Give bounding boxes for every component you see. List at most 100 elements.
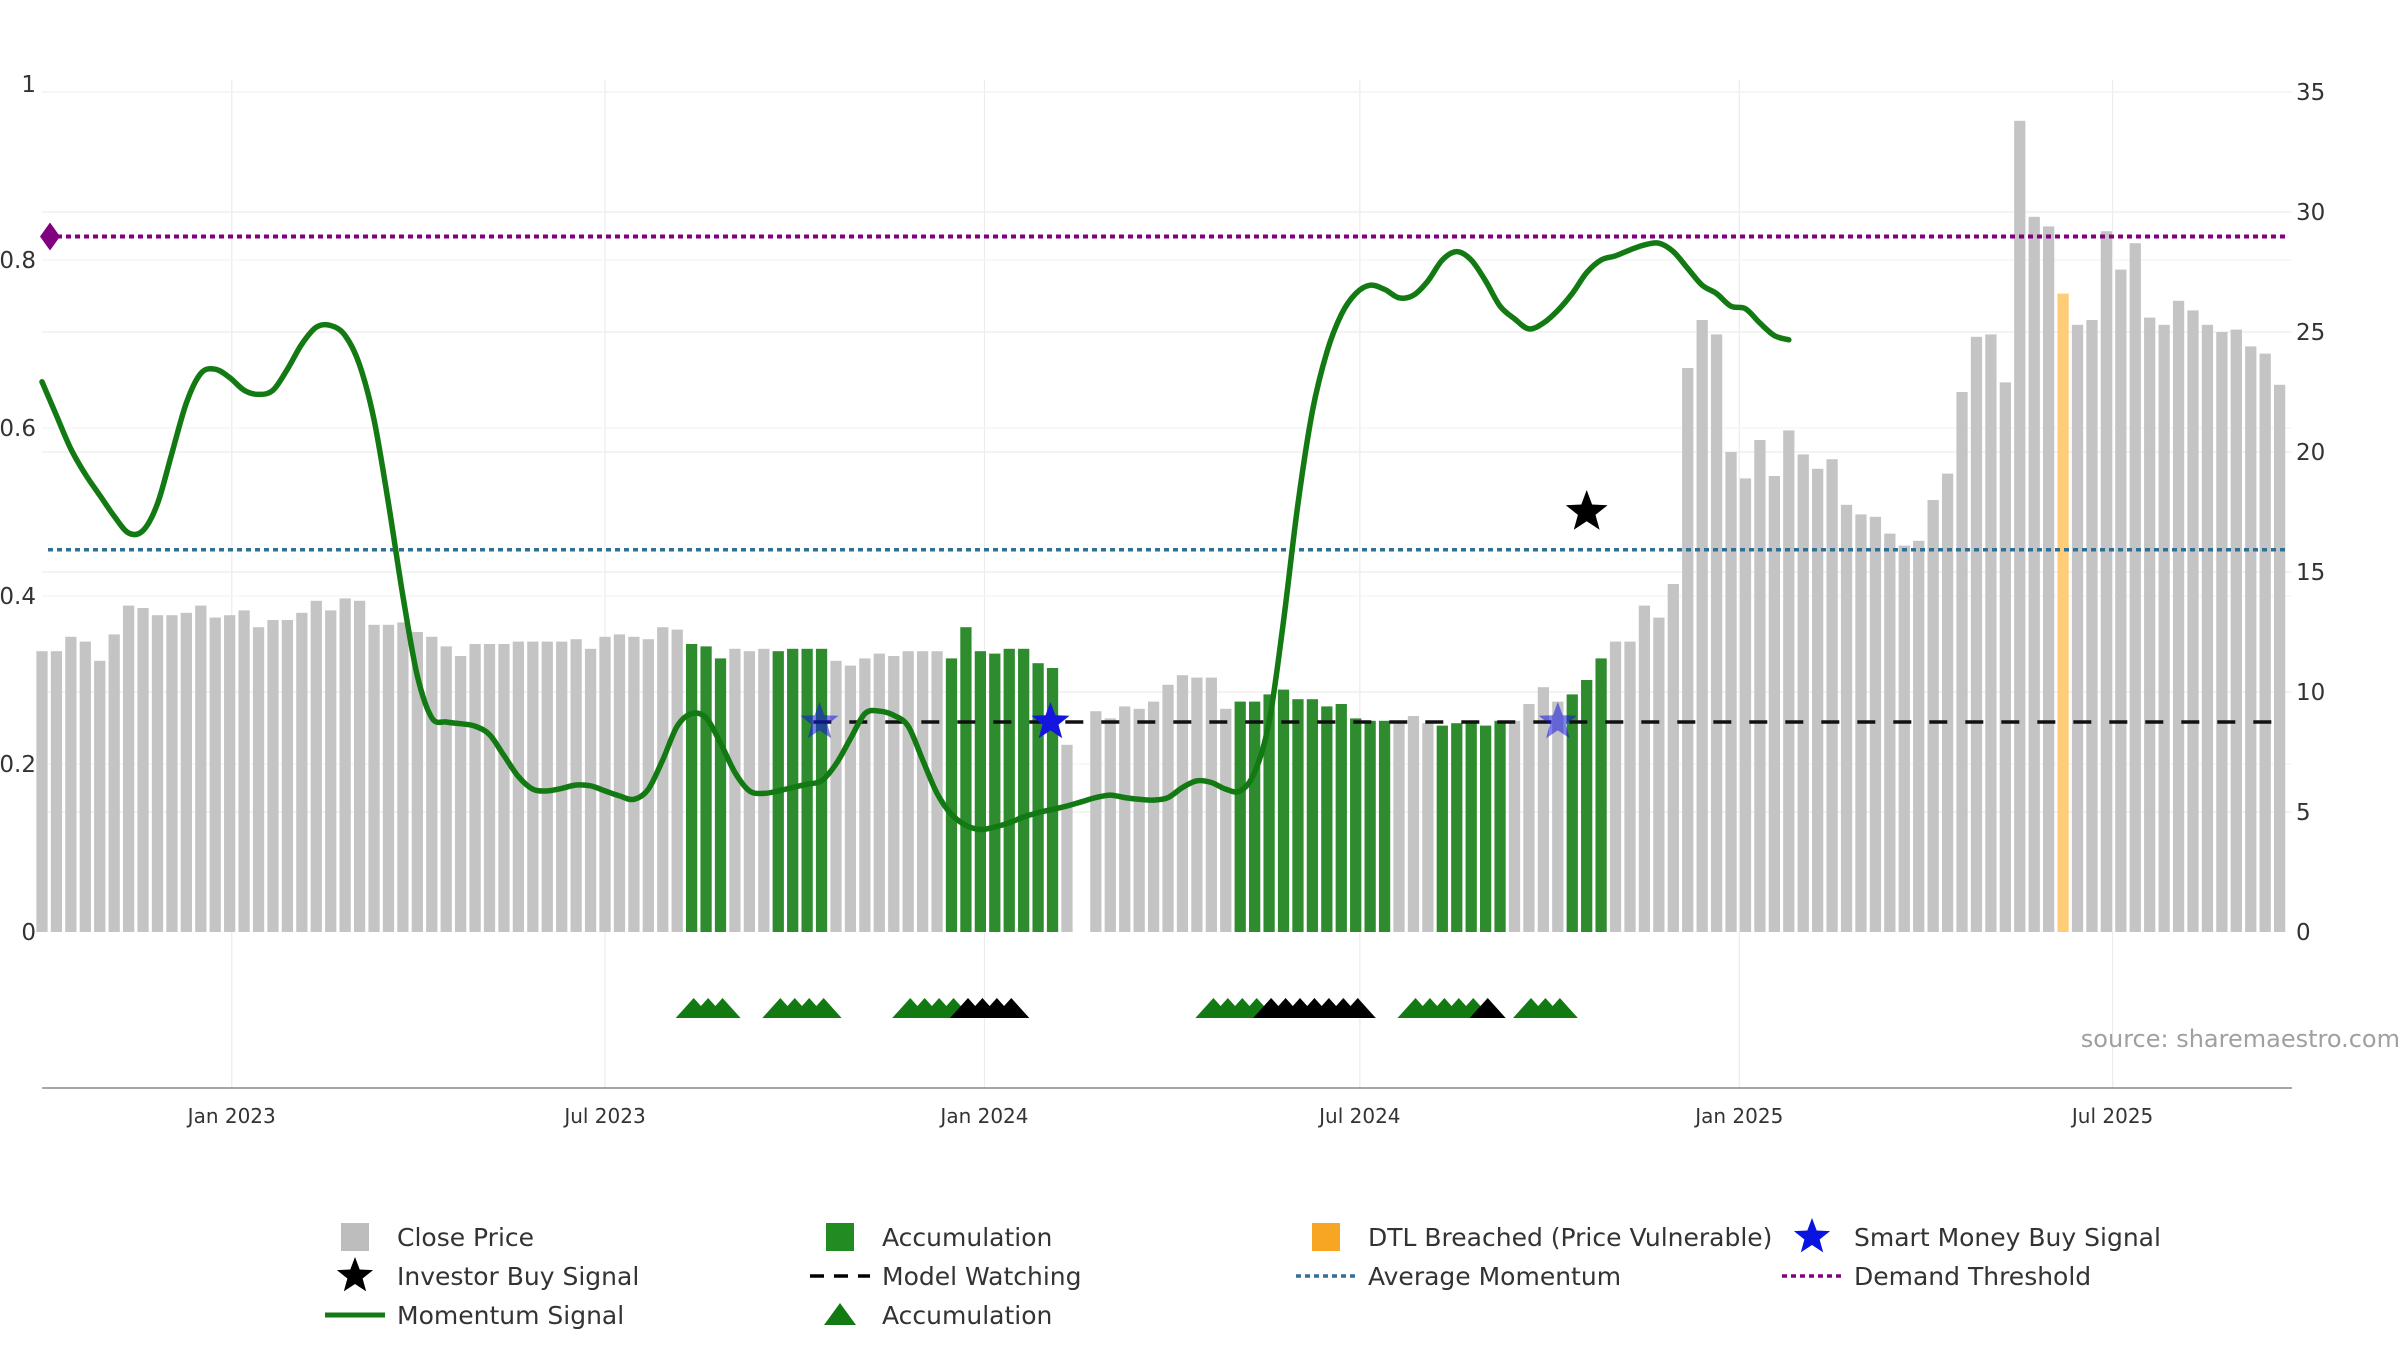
signal-markers <box>40 222 1608 739</box>
price-bar <box>1119 706 1131 932</box>
price-bar <box>2172 300 2185 932</box>
price-bar <box>1061 744 1073 932</box>
momentum-series <box>39 240 1792 833</box>
legend-item: Accumulation <box>826 1223 1052 1252</box>
price-bar <box>1234 701 1246 932</box>
axes: Jan 2023 Jul 2023 Jan 2024 Jul 2024 Jan 2025… <box>0 72 2325 1128</box>
right-tick-label: 20 <box>2296 440 2325 466</box>
price-bar <box>2158 324 2170 932</box>
price-bar <box>512 641 525 932</box>
right-tick-label: 35 <box>2296 80 2325 106</box>
legend-label: Accumulation <box>882 1223 1052 1252</box>
investor-buy-signal <box>1565 490 1608 530</box>
price-bar <box>541 641 553 932</box>
price-bar <box>686 644 698 932</box>
accumulation-strip <box>675 998 1578 1018</box>
price-bar <box>960 627 972 932</box>
legend-label: Average Momentum <box>1368 1262 1621 1291</box>
price-bar <box>700 646 712 932</box>
left-tick-label: 0.4 <box>0 584 36 610</box>
price-bar <box>1667 584 1679 932</box>
price-bar <box>1797 454 1809 932</box>
price-bar <box>411 632 423 932</box>
accumulation-triangle <box>704 998 741 1018</box>
price-bar <box>469 644 481 932</box>
left-tick-label: 1 <box>21 72 36 98</box>
price-bar <box>1292 699 1304 932</box>
legend-label: Demand Threshold <box>1854 1262 2091 1291</box>
price-bar <box>1393 723 1405 932</box>
price-bar <box>1624 641 1636 932</box>
price-bars <box>36 120 2286 933</box>
left-tick-label: 0 <box>21 920 36 946</box>
price-bar <box>2201 324 2214 932</box>
price-bar <box>801 648 813 932</box>
price-bar <box>1985 334 1997 932</box>
price-bar <box>325 610 337 932</box>
price-bar <box>252 627 265 932</box>
left-tick-label: 0.2 <box>0 752 36 778</box>
price-bar <box>382 624 395 932</box>
accumulation-triangle <box>805 998 842 1018</box>
price-bar <box>1941 473 1954 932</box>
price-bar <box>1552 701 1564 932</box>
price-bar <box>2057 293 2069 933</box>
legend-item: Accumulation <box>824 1301 1052 1330</box>
price-bar <box>1451 723 1463 932</box>
price-bar <box>584 648 597 932</box>
legend-item: Demand Threshold <box>1782 1262 2091 1291</box>
legend-item: Model Watching <box>810 1262 1082 1291</box>
price-bar <box>1176 675 1189 932</box>
price-bar <box>1162 684 1174 932</box>
demand-start-marker <box>40 222 60 251</box>
legend-swatch <box>1312 1223 1340 1251</box>
price-bar <box>1653 617 1665 932</box>
smart-money-buy-signal <box>1031 702 1070 739</box>
price-bar <box>2245 346 2257 932</box>
price-bar <box>1321 706 1333 932</box>
price-bar <box>1768 476 1780 932</box>
price-bar <box>1523 704 1535 932</box>
price-bar <box>1465 723 1477 932</box>
price-bar <box>94 660 106 932</box>
price-bar <box>902 651 914 932</box>
price-bar <box>1682 368 1694 932</box>
price-bar <box>628 636 640 932</box>
price-bar <box>238 610 250 932</box>
price-bar <box>1508 720 1521 932</box>
price-bar <box>1436 725 1448 932</box>
price-bar <box>989 653 1001 932</box>
price-bar <box>310 600 322 932</box>
price-bar <box>2028 216 2040 933</box>
price-bar <box>859 658 871 932</box>
right-tick-label: 30 <box>2296 200 2325 226</box>
price-bar <box>1407 716 1420 932</box>
legend-label: Investor Buy Signal <box>397 1262 639 1291</box>
price-bar <box>2100 231 2113 932</box>
price-bar <box>397 622 409 932</box>
price-bar <box>79 641 91 932</box>
price-bar <box>1754 440 1766 932</box>
price-bar <box>151 615 164 932</box>
price-bar <box>888 656 900 932</box>
legend-item: Smart Money Buy Signal <box>1793 1218 2161 1253</box>
price-bar <box>296 612 308 932</box>
price-bar <box>815 648 828 932</box>
price-bar <box>1595 658 1607 932</box>
x-tick-label: Jan 2023 <box>186 1104 276 1128</box>
legend-label: Close Price <box>397 1223 534 1252</box>
price-bar <box>1249 701 1261 932</box>
price-bar <box>1090 711 1102 932</box>
price-bar <box>50 651 63 932</box>
price-bar <box>945 658 958 932</box>
left-tick-label: 0.8 <box>0 248 36 274</box>
price-bar <box>714 658 727 932</box>
price-bar <box>1220 708 1232 932</box>
legend-swatch <box>336 1257 374 1292</box>
legend-label: Accumulation <box>882 1301 1052 1330</box>
price-bar <box>1046 668 1059 932</box>
price-bar <box>1350 718 1362 932</box>
accumulation-triangle <box>993 998 1030 1018</box>
left-tick-label: 0.6 <box>0 416 36 442</box>
